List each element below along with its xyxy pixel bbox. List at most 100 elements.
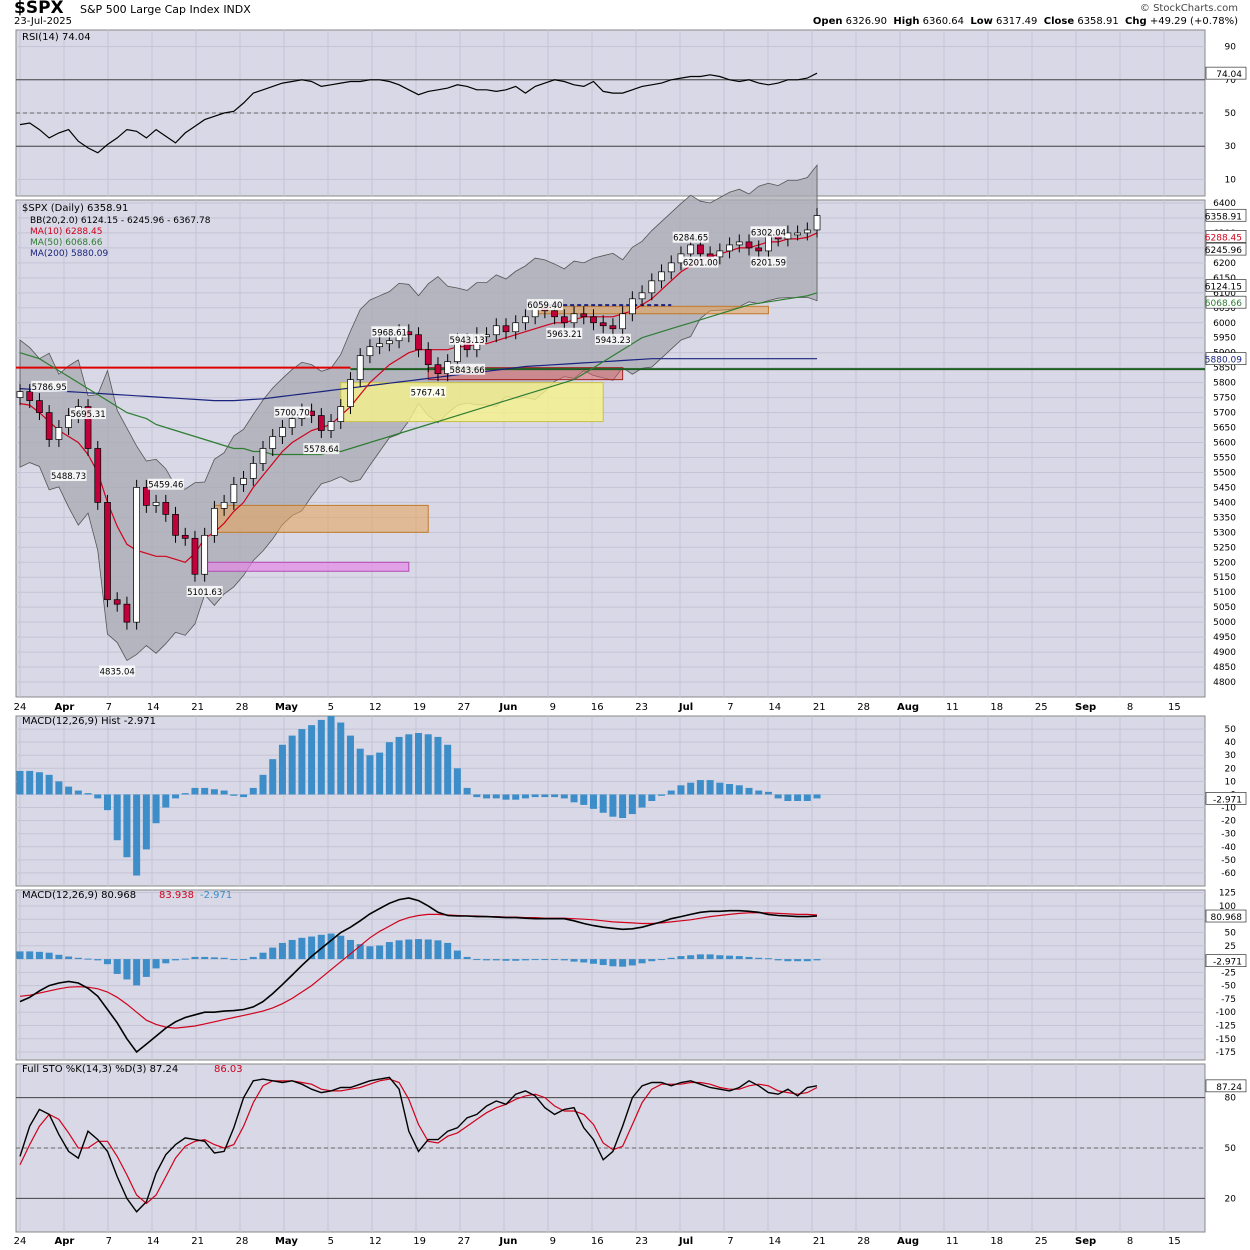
red-zone-box bbox=[427, 367, 624, 381]
price-tick-label: 5750 bbox=[1213, 394, 1236, 404]
price-annotation: 5943.23 bbox=[595, 336, 630, 346]
candle-body bbox=[551, 310, 558, 318]
candle-body bbox=[706, 253, 714, 258]
price-annotation: 5968.61 bbox=[372, 328, 407, 338]
yellow-zone-box bbox=[340, 382, 604, 423]
macd-hist-bar bbox=[249, 787, 257, 795]
macd-hist-bar bbox=[609, 794, 617, 817]
macd-overlay-hist-bar bbox=[784, 959, 792, 962]
macd-value-label: 80.968 bbox=[1211, 913, 1243, 923]
open-label: Open bbox=[812, 16, 843, 27]
rsi-value-label: 74.04 bbox=[1216, 70, 1242, 80]
price-annotation: 6284.65 bbox=[673, 234, 708, 244]
candle-body bbox=[366, 346, 374, 357]
high-value: 6360.64 bbox=[922, 16, 965, 27]
macd-hist-bar bbox=[531, 794, 539, 798]
macd-overlay-hist-bar bbox=[658, 959, 666, 961]
price-annotation: 5963.21 bbox=[547, 330, 582, 340]
price-annotation: 5767.41 bbox=[411, 389, 446, 399]
macd-hist-bar bbox=[667, 790, 675, 795]
price-x-label: Sep bbox=[1075, 702, 1096, 713]
price-annotation-bg bbox=[371, 326, 408, 338]
rsi-tick-label: 10 bbox=[1225, 175, 1237, 185]
macd-overlay-hist-bar bbox=[424, 939, 432, 960]
price-annotation-bg bbox=[303, 443, 340, 455]
macd-overlay-hist-bar bbox=[395, 940, 403, 960]
macd-hist-bar bbox=[580, 794, 588, 805]
macd-overlay-hist-bar bbox=[181, 958, 189, 960]
macd-overlay-hist-bar bbox=[521, 959, 529, 961]
macd-overlay-hist-bar bbox=[531, 959, 539, 961]
macd-overlay-hist-bar bbox=[453, 950, 461, 960]
chart-date: 23-Jul-2025 bbox=[14, 16, 73, 27]
macd-hist-bar bbox=[405, 734, 413, 795]
macd-overlay-hist-bar bbox=[483, 959, 491, 961]
macd-overlay-hist-bar bbox=[220, 957, 228, 960]
macd-hist-bar bbox=[356, 748, 364, 795]
sto-tick-label: 20 bbox=[1225, 1194, 1237, 1204]
macd-hist-bar bbox=[395, 736, 403, 795]
candle-body bbox=[347, 379, 354, 407]
macd-hist-bar bbox=[45, 774, 53, 795]
price-annotation-bg bbox=[50, 470, 87, 482]
candle-body bbox=[162, 502, 170, 515]
price-x-label: 21 bbox=[813, 702, 826, 713]
price-annotation: 6201.00 bbox=[683, 259, 718, 269]
macd-hist-bar bbox=[735, 785, 743, 795]
rsi-title: RSI(14) 74.04 bbox=[22, 32, 91, 43]
macd-overlay-hist-bar bbox=[16, 951, 24, 960]
macd-overlay-hist-bar bbox=[813, 959, 821, 961]
hist-tick-label: 50 bbox=[1225, 725, 1237, 735]
macd-overlay-hist-bar bbox=[619, 959, 627, 967]
macd-hist-bar bbox=[483, 794, 491, 799]
candle-body bbox=[356, 355, 364, 380]
macd-overlay-hist-bar bbox=[551, 959, 559, 961]
macd-hist-bar bbox=[327, 716, 335, 795]
price-annotation: 5695.31 bbox=[70, 410, 105, 420]
macd-hist-bar bbox=[191, 787, 199, 795]
macd-hist-bar bbox=[492, 794, 500, 799]
macd-hist-bar bbox=[541, 794, 549, 798]
macd-overlay-hist-bar bbox=[735, 956, 743, 960]
sto-tick-label: 80 bbox=[1225, 1094, 1237, 1104]
macd-hist-bar bbox=[658, 794, 666, 796]
price-tick-label: 5400 bbox=[1213, 498, 1236, 508]
candle-body bbox=[415, 334, 422, 351]
rsi-tick-label: 90 bbox=[1225, 43, 1237, 53]
macd-hist-bar bbox=[162, 794, 170, 808]
macd-overlay-hist-bar bbox=[230, 959, 238, 961]
macd-hist-bar bbox=[560, 794, 568, 799]
candle-body bbox=[317, 415, 325, 431]
price-value-label-box bbox=[1205, 352, 1247, 366]
sto-x-label: 21 bbox=[813, 1236, 826, 1247]
macd-hist-bar bbox=[716, 782, 724, 795]
price-annotation: 5700.70 bbox=[275, 409, 310, 419]
macd-hist-bar bbox=[376, 752, 384, 795]
macd-overlay-hist-bar bbox=[84, 958, 92, 960]
sto-x-label: Jul bbox=[678, 1236, 693, 1247]
index-name: S&P 500 Large Cap Index INDX bbox=[80, 3, 251, 16]
hist-value-label-box bbox=[1205, 792, 1247, 805]
candle-body bbox=[376, 343, 383, 348]
macd-hist-bar bbox=[512, 794, 520, 800]
price-tick-label: 5300 bbox=[1213, 528, 1236, 538]
candle-body bbox=[201, 534, 209, 575]
macd-overlay-hist-bar bbox=[589, 959, 597, 964]
price-annotation-bg bbox=[274, 406, 311, 418]
price-tick-label: 6100 bbox=[1213, 289, 1236, 299]
macd-overlay-hist-bar bbox=[308, 936, 316, 960]
candle-body bbox=[26, 391, 34, 401]
price-annotation: 5459.46 bbox=[148, 481, 183, 491]
sto-x-label: May bbox=[275, 1236, 298, 1247]
sto-legend-entry: Full STO %K(14,3) %D(3) 87.24 bbox=[22, 1064, 178, 1075]
price-x-label: 25 bbox=[1035, 702, 1048, 713]
price-value-label: 6068.66 bbox=[1205, 299, 1242, 309]
price-annotation-bg bbox=[449, 333, 486, 345]
macd-overlay-hist-bar bbox=[103, 959, 111, 965]
candle-body bbox=[599, 322, 607, 327]
macd-overlay-hist-bar bbox=[113, 959, 121, 974]
macd-hist-bar bbox=[16, 770, 24, 795]
macd-hist-bar bbox=[784, 794, 792, 801]
macd-hist-bar bbox=[278, 744, 286, 795]
macd-hist-bar bbox=[181, 793, 189, 795]
